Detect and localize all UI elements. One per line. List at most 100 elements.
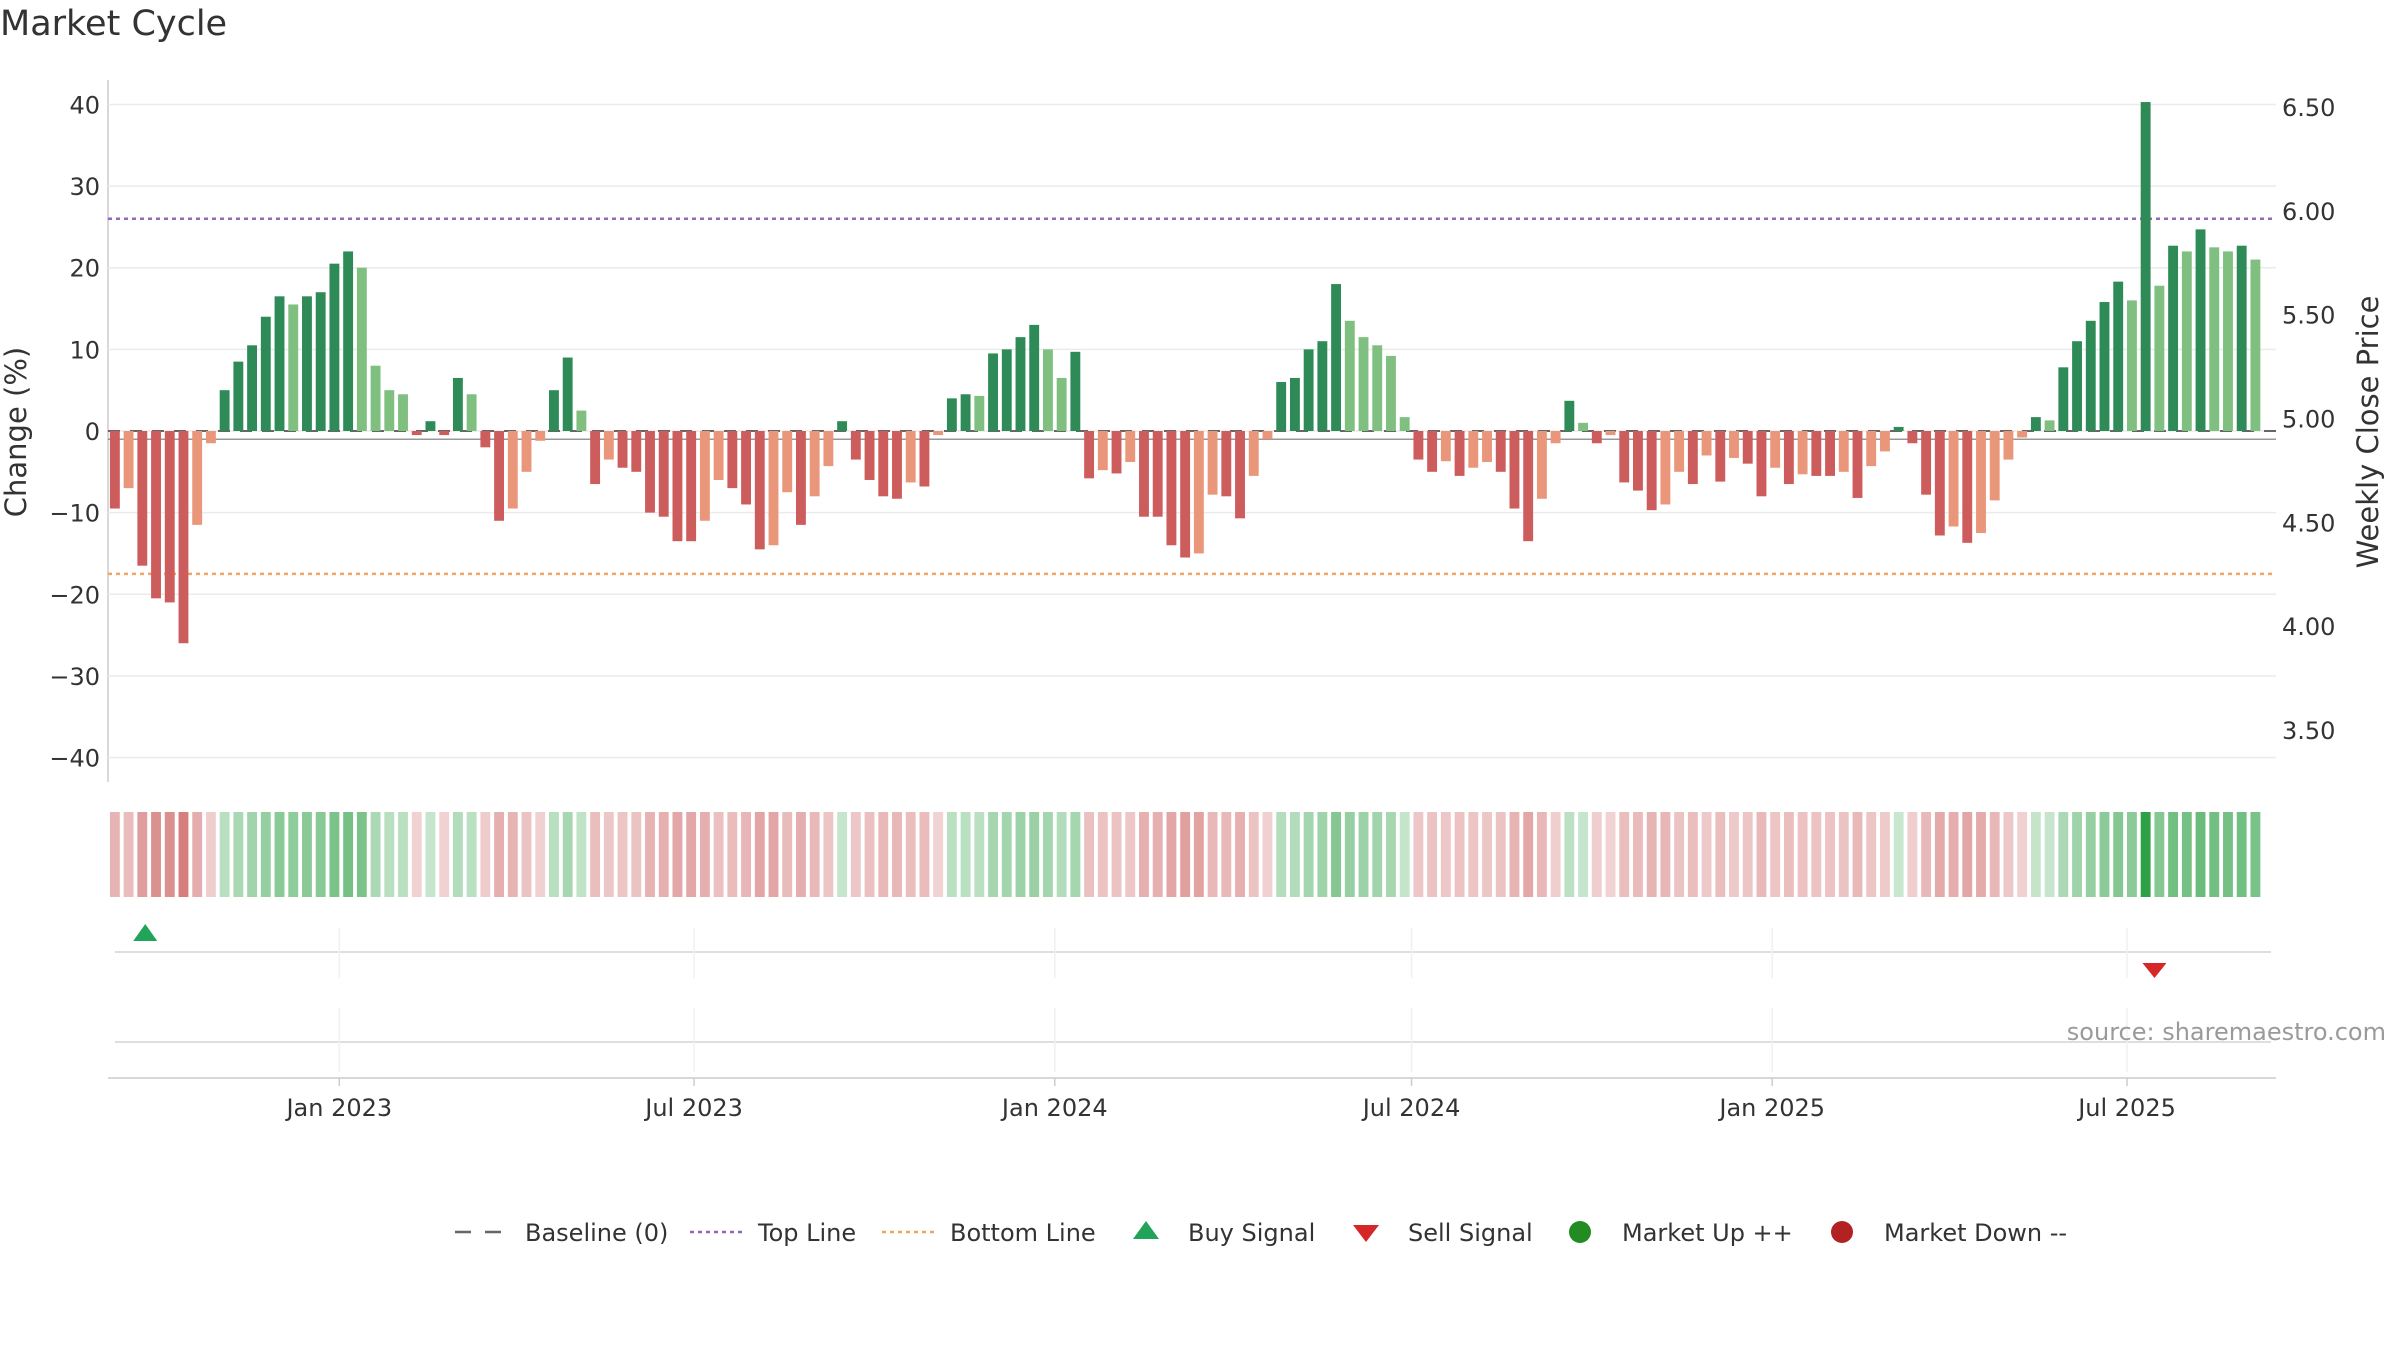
- heat-cell: [727, 812, 738, 897]
- y-tick-label: 0: [85, 418, 100, 446]
- heat-cell: [1235, 812, 1245, 897]
- change-bar: [960, 394, 971, 431]
- heat-cell: [1729, 812, 1739, 897]
- change-bar: [686, 431, 697, 542]
- change-bar: [384, 390, 395, 431]
- change-bar: [1674, 431, 1685, 472]
- heat-cell: [1866, 812, 1877, 897]
- heat-cell: [1578, 812, 1589, 897]
- change-bar: [2030, 417, 2041, 431]
- change-bar: [1495, 431, 1506, 472]
- change-bar: [1372, 345, 1383, 431]
- change-bar: [466, 394, 477, 431]
- heat-cell: [1797, 812, 1808, 897]
- change-bar: [1427, 431, 1438, 472]
- change-bar: [1084, 431, 1095, 479]
- change-bar: [795, 431, 806, 525]
- legend-buy-icon: [1133, 1221, 1159, 1239]
- heat-cell: [1468, 812, 1479, 897]
- change-bar: [151, 431, 161, 599]
- change-bar: [1976, 431, 1986, 534]
- heat-cell: [205, 812, 216, 897]
- change-bar: [1756, 431, 1767, 497]
- legend-label: Sell Signal: [1408, 1219, 1533, 1247]
- heat-cell: [1207, 812, 1218, 897]
- change-bar: [2140, 102, 2151, 431]
- change-bar: [2058, 367, 2069, 431]
- heat-cell: [2085, 812, 2096, 897]
- change-bar: [1111, 431, 1122, 474]
- y-tick-label: 40: [69, 91, 100, 119]
- heat-cell: [672, 812, 683, 897]
- left-axis-ticks: 40 30 20 10 0 −10 −20 −30 −40: [49, 91, 100, 772]
- change-bar: [878, 431, 889, 497]
- change-bar: [946, 398, 957, 431]
- heat-cell: [2113, 812, 2124, 897]
- change-bar: [1989, 431, 2000, 501]
- change-bar: [233, 361, 244, 431]
- heat-cell: [1893, 812, 1904, 897]
- legend-label: Bottom Line: [950, 1219, 1096, 1247]
- heat-cell: [2044, 812, 2055, 897]
- heat-cell: [1372, 812, 1383, 897]
- change-bar: [425, 421, 436, 431]
- change-bar: [1660, 431, 1671, 505]
- heat-cell: [1852, 812, 1863, 897]
- heat-cell: [590, 812, 601, 897]
- heat-cell: [864, 812, 875, 897]
- heat-cell: [123, 812, 134, 897]
- heat-cell: [1921, 812, 1932, 897]
- change-bar: [1509, 431, 1520, 509]
- change-bar: [590, 431, 601, 485]
- change-bar: [741, 431, 751, 505]
- heat-cell: [1536, 812, 1547, 897]
- heat-cell: [919, 812, 930, 897]
- heat-cell: [1605, 812, 1616, 897]
- heat-cell: [933, 812, 944, 897]
- heat-cell: [1289, 812, 1300, 897]
- change-bar: [1715, 431, 1726, 482]
- heat-cell: [1125, 812, 1136, 897]
- change-bar: [1221, 431, 1232, 497]
- heat-cell: [1399, 812, 1410, 897]
- heat-cell: [631, 812, 642, 897]
- heat-cell: [1674, 812, 1685, 897]
- source-note: source: sharemaestro.com: [2066, 1018, 2386, 1046]
- change-bar: [1934, 431, 1945, 536]
- change-bar: [645, 431, 655, 513]
- change-bar: [1605, 431, 1616, 436]
- heat-cell: [1509, 812, 1520, 897]
- heat-cell: [1934, 812, 1945, 897]
- heat-cell: [1701, 812, 1712, 897]
- change-bar: [1386, 355, 1396, 431]
- heat-cell: [1838, 812, 1849, 897]
- change-bar: [1029, 324, 1040, 431]
- change-bar: [1729, 431, 1739, 458]
- heat-cell: [1770, 812, 1781, 897]
- buy-signal-marker: [133, 924, 158, 941]
- change-bar: [1235, 431, 1245, 519]
- heat-cell: [1152, 812, 1163, 897]
- heat-cell: [260, 812, 271, 897]
- change-bar: [1139, 431, 1149, 517]
- change-bar: [2017, 431, 2028, 438]
- heat-cell: [645, 812, 655, 897]
- change-bar: [343, 251, 354, 431]
- heat-cell: [1139, 812, 1149, 897]
- change-bar: [1399, 417, 1410, 431]
- change-bar: [205, 431, 216, 444]
- change-bar: [1921, 431, 1932, 495]
- heat-cell: [192, 812, 203, 897]
- change-bar: [1248, 431, 1259, 476]
- change-bar: [837, 421, 848, 431]
- change-bar: [1852, 431, 1863, 498]
- change-bar: [535, 431, 546, 441]
- heat-cell: [384, 812, 395, 897]
- heat-cell: [1248, 812, 1259, 897]
- heat-cell: [2181, 812, 2192, 897]
- change-bar: [1948, 431, 1959, 527]
- heat-cell: [823, 812, 834, 897]
- change-bar: [1838, 431, 1849, 472]
- change-bar: [631, 431, 642, 472]
- heat-cell: [1386, 812, 1396, 897]
